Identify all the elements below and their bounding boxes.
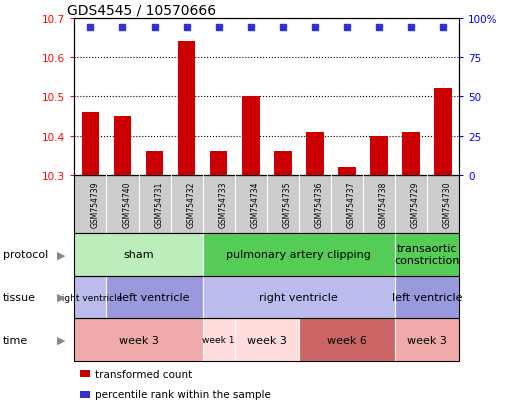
Text: transaortic
constriction: transaortic constriction xyxy=(394,244,460,266)
Text: week 3: week 3 xyxy=(407,335,447,345)
Text: GSM754736: GSM754736 xyxy=(315,181,324,228)
Text: pulmonary artery clipping: pulmonary artery clipping xyxy=(226,250,371,260)
Bar xyxy=(402,132,420,176)
Text: GSM754731: GSM754731 xyxy=(154,181,164,228)
Text: GSM754738: GSM754738 xyxy=(379,181,388,228)
Text: right ventricle: right ventricle xyxy=(58,293,123,302)
Text: right ventricle: right ventricle xyxy=(260,292,338,302)
Text: GSM754732: GSM754732 xyxy=(187,181,195,228)
Bar xyxy=(242,97,260,176)
Text: ▶: ▶ xyxy=(57,250,66,260)
Text: tissue: tissue xyxy=(3,292,35,302)
Text: GSM754740: GSM754740 xyxy=(123,181,131,228)
Text: GSM754730: GSM754730 xyxy=(443,181,452,228)
Text: sham: sham xyxy=(123,250,154,260)
Bar xyxy=(82,113,99,176)
Text: ▶: ▶ xyxy=(57,292,66,302)
Text: GSM754737: GSM754737 xyxy=(347,181,356,228)
Text: ▶: ▶ xyxy=(57,335,66,345)
Text: week 3: week 3 xyxy=(119,335,159,345)
Text: left ventricle: left ventricle xyxy=(120,292,190,302)
Text: GSM754733: GSM754733 xyxy=(219,181,228,228)
Text: week 3: week 3 xyxy=(247,335,287,345)
Text: GSM754735: GSM754735 xyxy=(283,181,292,228)
Text: percentile rank within the sample: percentile rank within the sample xyxy=(95,389,271,399)
Text: left ventricle: left ventricle xyxy=(392,292,462,302)
Bar xyxy=(306,132,324,176)
Bar xyxy=(370,136,388,176)
Text: GSM754729: GSM754729 xyxy=(411,181,420,228)
Text: GSM754734: GSM754734 xyxy=(251,181,260,228)
Bar xyxy=(435,89,452,176)
Text: week 6: week 6 xyxy=(327,335,367,345)
Bar xyxy=(114,117,131,176)
Text: protocol: protocol xyxy=(3,250,48,260)
Bar xyxy=(178,42,195,176)
Text: GDS4545 / 10570666: GDS4545 / 10570666 xyxy=(67,3,216,17)
Text: time: time xyxy=(3,335,28,345)
Bar xyxy=(146,152,163,176)
Text: week 1: week 1 xyxy=(203,335,235,344)
Text: GSM754739: GSM754739 xyxy=(90,181,100,228)
Bar xyxy=(338,168,356,176)
Bar xyxy=(274,152,291,176)
Bar xyxy=(210,152,227,176)
Text: transformed count: transformed count xyxy=(95,369,192,379)
